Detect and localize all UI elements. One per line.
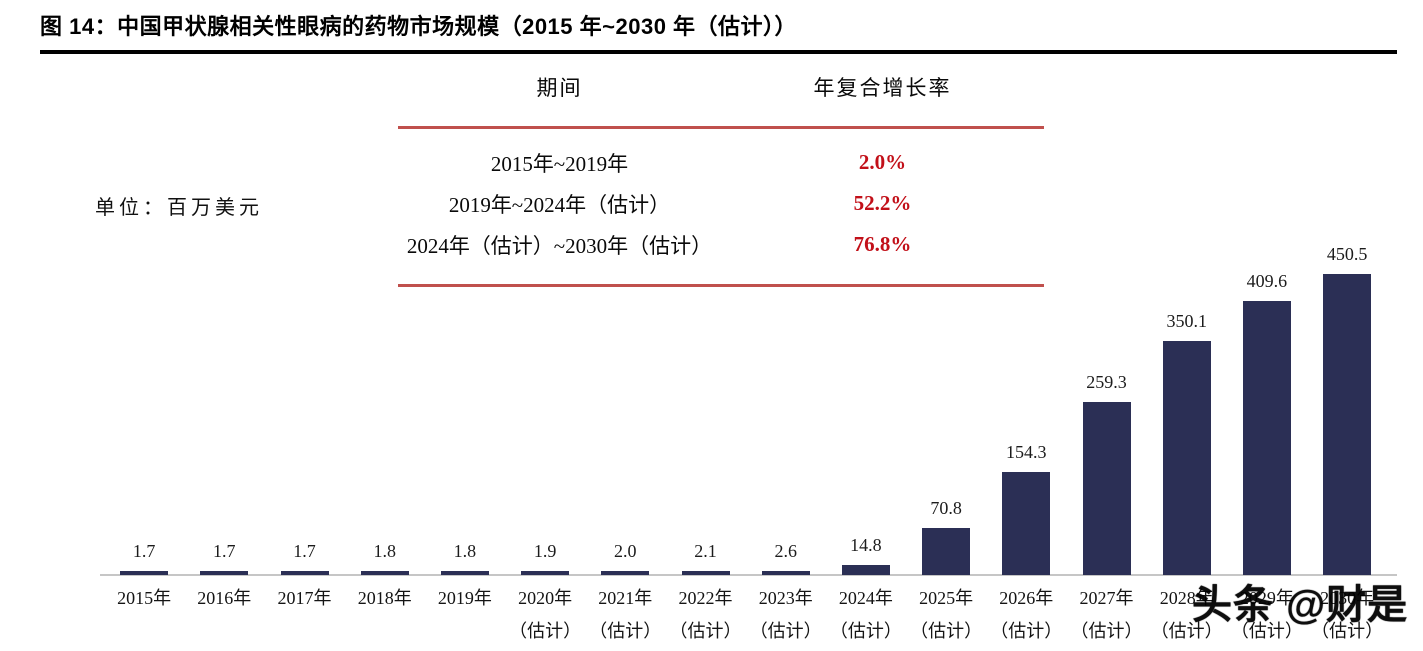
- bar-value-label: 450.5: [1326, 244, 1368, 264]
- bar-value-label: 1.8: [453, 541, 477, 561]
- x-tick-year: 2028年: [1159, 588, 1214, 608]
- x-tick-year: 2030年: [1320, 588, 1375, 608]
- figure-title: 图 14：中国甲状腺相关性眼病的药物市场规模（2015 年~2030 年（估计）…: [40, 14, 798, 39]
- bar: [521, 571, 570, 575]
- bar-value-label: 1.7: [132, 541, 156, 561]
- bar-value-label: 2.1: [694, 541, 717, 561]
- cagr-table: 期间 年复合增长率 2015年~2019年 2.0% 2019年~2024年（估计）…: [398, 72, 1044, 287]
- bar-value-label: 350.1: [1166, 311, 1207, 331]
- cagr-period: 2024年（估计）~2030年（估计）: [406, 233, 713, 258]
- bar: [922, 528, 971, 575]
- bar-value-label: 259.3: [1086, 372, 1127, 392]
- x-tick-year: 2027年: [1079, 588, 1134, 608]
- x-tick-note: （估计）: [1150, 621, 1223, 641]
- unit-label: 单位：百万美元: [95, 197, 263, 219]
- cagr-table-row: 2019年~2024年（估计） 52.2%: [398, 183, 1044, 224]
- x-tick-note: （估计）: [990, 621, 1063, 641]
- x-tick-year: 2025年: [919, 588, 974, 608]
- bar-value-label: 1.9: [533, 541, 557, 561]
- cagr-table-header-row: 期间 年复合增长率: [398, 72, 1044, 126]
- bar-value-label: 2.6: [774, 541, 797, 561]
- x-tick-year: 2016年: [197, 588, 252, 608]
- x-tick-note: （估计）: [509, 621, 582, 641]
- x-tick-year: 2024年: [838, 588, 893, 608]
- x-tick-year: 2020年: [518, 588, 573, 608]
- bar: [120, 571, 169, 575]
- bar-value-label: 1.7: [213, 541, 236, 561]
- cagr-period: 2015年~2019年: [490, 151, 629, 176]
- cagr-table-header-period: 期间: [536, 76, 583, 100]
- x-tick-year: 2018年: [357, 588, 412, 608]
- x-tick-note: （估计）: [910, 621, 983, 641]
- x-tick-year: 2023年: [758, 588, 813, 608]
- x-tick-note: （估计）: [1230, 621, 1303, 641]
- cagr-value: 76.8%: [853, 232, 912, 256]
- cagr-table-bottom-rule: [398, 284, 1044, 287]
- cagr-table-row: 2015年~2019年 2.0%: [398, 142, 1044, 183]
- bar: [200, 571, 249, 575]
- bar: [1162, 341, 1211, 575]
- cagr-table-row: 2024年（估计）~2030年（估计） 76.8%: [398, 224, 1044, 265]
- bar-value-label: 154.3: [1006, 442, 1047, 462]
- title-rule: [40, 50, 1397, 54]
- bar: [841, 565, 890, 575]
- bar-value-label: 14.8: [850, 535, 882, 555]
- bar: [360, 571, 409, 575]
- x-tick-year: 2017年: [277, 588, 332, 608]
- bar: [1323, 274, 1372, 575]
- watermark: 头条 @财是: [1192, 583, 1409, 627]
- bar: [1002, 472, 1051, 575]
- cagr-table-top-rule: [398, 126, 1044, 129]
- x-tick-note: （估计）: [829, 621, 902, 641]
- x-tick-note: （估计）: [1070, 621, 1143, 641]
- cagr-value: 2.0%: [858, 150, 907, 174]
- bar-value-label: 1.8: [373, 541, 396, 561]
- x-tick-year: 2022年: [678, 588, 733, 608]
- x-tick-year: 2019年: [437, 588, 492, 608]
- bar-value-label: 2.0: [614, 541, 637, 561]
- bar-value-label: 70.8: [930, 498, 962, 518]
- x-tick-year: 2026年: [999, 588, 1054, 608]
- bar: [601, 571, 650, 575]
- x-tick-year: 2015年: [117, 588, 172, 608]
- x-axis-line: [100, 574, 1397, 576]
- x-tick-year: 2021年: [598, 588, 653, 608]
- bar: [440, 571, 489, 575]
- x-tick-note: （估计）: [1311, 621, 1384, 641]
- cagr-table-body: 2015年~2019年 2.0% 2019年~2024年（估计） 52.2% 2024年…: [398, 142, 1044, 265]
- cagr-table-header-rate: 年复合增长率: [813, 76, 952, 100]
- bar-value-label: 1.7: [293, 541, 316, 561]
- cagr-value: 52.2%: [853, 191, 912, 215]
- x-tick-note: （估计）: [669, 621, 742, 641]
- bar: [1242, 301, 1291, 575]
- x-tick-note: （估计）: [749, 621, 822, 641]
- bar: [280, 571, 329, 575]
- bar: [761, 571, 810, 575]
- x-tick-note: （估计）: [589, 621, 662, 641]
- bar: [1082, 402, 1131, 575]
- bar-value-label: 409.6: [1246, 271, 1288, 291]
- x-tick-year: 2029年: [1239, 588, 1294, 608]
- bar: [681, 571, 730, 575]
- cagr-period: 2019年~2024年（估计）: [448, 192, 671, 217]
